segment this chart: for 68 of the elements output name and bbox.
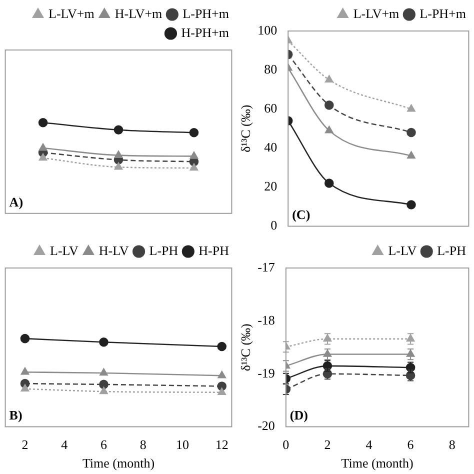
- y-tick-label: 0: [270, 218, 278, 233]
- point: [20, 384, 30, 392]
- y-tick-label: -19: [258, 365, 275, 380]
- legend-label: L-PH: [149, 242, 178, 258]
- point: [100, 386, 108, 394]
- x-tick-label: 2: [22, 437, 28, 452]
- legend-label: H-PH+m: [181, 24, 229, 40]
- point: [218, 388, 226, 396]
- x-tick-label: 4: [61, 437, 68, 452]
- point: [20, 334, 30, 344]
- y-tick-label: 40: [264, 140, 278, 155]
- legend-label: L-PH: [437, 242, 466, 258]
- point: [325, 75, 334, 82]
- point: [406, 200, 416, 210]
- point: [38, 143, 48, 151]
- x-tick-label: 0: [282, 437, 290, 452]
- y-tick-label: -20: [258, 418, 275, 434]
- point: [38, 118, 48, 128]
- y-tick-label: -17: [258, 259, 276, 274]
- point: [190, 163, 198, 171]
- y-tick-label: -18: [258, 312, 275, 328]
- y-tick-label: 60: [264, 100, 278, 116]
- annotation: (D): [290, 408, 308, 423]
- x-axis-title: Time (month): [82, 456, 155, 471]
- point: [218, 370, 226, 378]
- x-tick-label: 4: [366, 437, 373, 452]
- legend-label: L-PH+m: [420, 6, 466, 21]
- x-tick-label: 8: [448, 437, 456, 452]
- y-tick-label: 100: [258, 22, 278, 38]
- point: [406, 128, 416, 138]
- x-tick-label: 6: [407, 437, 414, 452]
- legend-label: L-LV+m: [48, 6, 94, 21]
- point: [20, 367, 30, 375]
- x-axis-title: Time (month): [341, 456, 414, 471]
- y-tick-label: 20: [264, 178, 278, 194]
- x-tick-label: 6: [100, 437, 108, 452]
- point: [114, 150, 123, 158]
- point: [217, 342, 227, 352]
- legend-label: H-PH: [198, 242, 230, 258]
- legend-label: L-LV+m: [353, 6, 400, 21]
- point: [114, 125, 124, 135]
- point: [324, 100, 334, 110]
- point: [99, 337, 108, 347]
- point: [407, 104, 416, 112]
- point: [189, 128, 199, 138]
- x-tick-label: 12: [215, 437, 228, 452]
- point: [190, 152, 198, 159]
- legend-label: H-LV: [98, 242, 130, 258]
- annotation: (C): [292, 207, 310, 222]
- x-tick-label: 2: [324, 437, 331, 452]
- legend-label: L-LV: [50, 242, 80, 258]
- y-axis-title: δ¹³C (‰): [238, 324, 254, 372]
- point: [114, 162, 123, 170]
- x-tick-label: 10: [176, 437, 189, 452]
- legend-label: H-LV+m: [114, 6, 162, 21]
- point: [325, 126, 334, 134]
- point: [100, 368, 108, 376]
- y-axis-title: δ¹³C (‰): [238, 104, 254, 152]
- annotation: B): [9, 408, 22, 423]
- point: [324, 178, 334, 188]
- point: [99, 380, 108, 390]
- legend-label: L-LV: [388, 242, 418, 258]
- point: [38, 153, 48, 161]
- point: [407, 151, 416, 159]
- annotation: A): [9, 194, 24, 210]
- legend-label: L-PH+m: [182, 6, 230, 21]
- x-tick-label: 8: [140, 437, 146, 452]
- y-tick-label: 80: [264, 61, 278, 76]
